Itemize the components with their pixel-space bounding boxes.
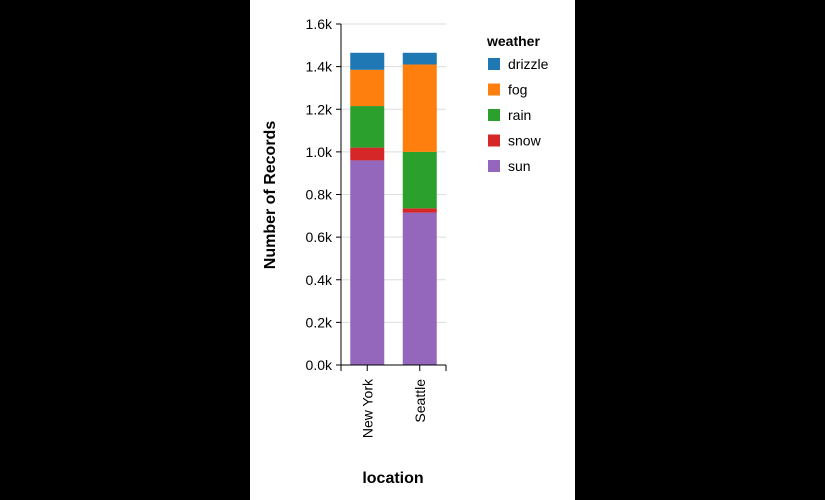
bar-snow-new-york bbox=[350, 147, 385, 161]
bar-sun-new-york bbox=[350, 160, 385, 365]
bars bbox=[350, 52, 437, 365]
y-tick-label: 0.4k bbox=[306, 272, 333, 288]
bar-fog-seattle bbox=[402, 64, 437, 152]
x-tick-label: Seattle bbox=[412, 379, 428, 423]
bar-rain-seattle bbox=[402, 151, 437, 209]
legend: weather drizzle fog rain snow sun bbox=[486, 33, 549, 174]
bar-drizzle-seattle bbox=[402, 52, 437, 65]
legend-swatch-drizzle bbox=[488, 58, 500, 70]
legend-label-rain: rain bbox=[508, 107, 531, 123]
y-tick-label: 0.6k bbox=[306, 229, 333, 245]
x-axis-title: location bbox=[362, 470, 423, 487]
y-tick-label: 1.6k bbox=[306, 16, 333, 32]
y-tick-label: 1.0k bbox=[306, 144, 333, 160]
bar-drizzle-new-york bbox=[350, 52, 385, 70]
y-tick-label: 0.0k bbox=[306, 357, 333, 373]
y-tick-label: 1.4k bbox=[306, 59, 333, 75]
legend-title: weather bbox=[486, 33, 540, 49]
legend-swatch-fog bbox=[488, 83, 500, 96]
legend-swatch-snow bbox=[488, 134, 500, 147]
legend-swatch-rain bbox=[488, 109, 500, 121]
y-axis-title: Number of Records bbox=[262, 121, 279, 270]
bar-sun-seattle bbox=[402, 212, 437, 365]
y-tick-label: 1.2k bbox=[306, 101, 333, 117]
y-tick-label: 0.2k bbox=[306, 314, 333, 330]
x-tick-label: New York bbox=[359, 378, 375, 438]
legend-swatch-sun bbox=[488, 160, 500, 172]
legend-label-fog: fog bbox=[508, 82, 527, 98]
legend-label-sun: sun bbox=[508, 158, 531, 174]
y-axis: 0.0k 0.2k 0.4k 0.6k 0.8k 1.0k 1.2k 1.4k 1.6k bbox=[306, 16, 342, 373]
legend-label-snow: snow bbox=[508, 133, 542, 149]
legend-label-drizzle: drizzle bbox=[508, 56, 549, 72]
x-axis: New York Seattle bbox=[340, 364, 447, 438]
y-tick-label: 0.8k bbox=[306, 187, 333, 203]
bar-rain-new-york bbox=[350, 106, 385, 148]
bar-snow-seattle bbox=[402, 208, 437, 213]
bar-fog-new-york bbox=[350, 69, 385, 107]
